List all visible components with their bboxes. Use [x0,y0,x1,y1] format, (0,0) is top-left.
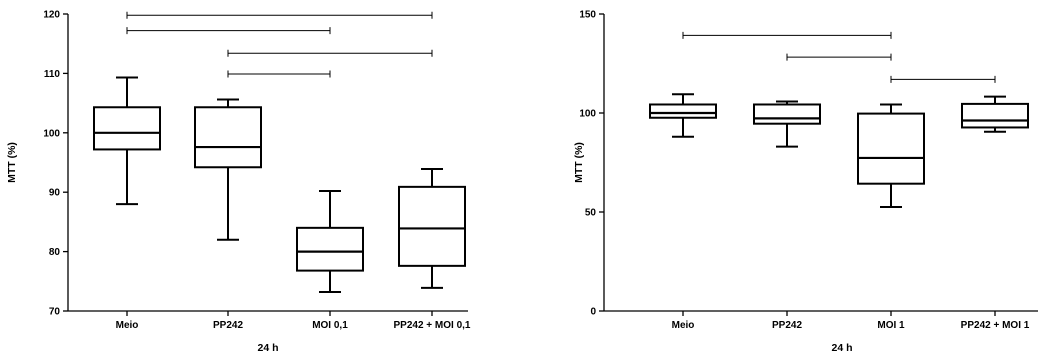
box-3 [296,190,364,293]
box-1 [93,76,161,206]
y-tick-label: 110 [44,69,61,80]
y-tick-label: 120 [43,10,60,21]
box-2 [194,98,262,241]
box-iqr [398,185,466,267]
y-tick-label: 50 [585,208,597,219]
box-iqr [961,102,1029,129]
significance-bracket-2 [786,53,892,61]
x-tick-label: PP242 + MOI 1 [961,320,1030,331]
box-3 [857,103,925,209]
x-axis-title: 24 h [831,342,852,354]
significance-bracket-3 [890,75,996,83]
significance-bracket-2 [126,27,331,35]
x-tick-label: PP242 + MOI 0,1 [394,320,471,331]
x-tick-label: Meio [672,320,695,331]
box-iqr [93,106,161,151]
box-4 [961,95,1029,133]
chart-panel-2: 0 50 100 150 Meio PP242 MOI 1 PP242 + MOI 1 24 h… [573,10,1038,354]
significance-bracket-4 [227,70,331,78]
y-tick-label: 70 [49,307,61,318]
y-tick-label: 100 [43,128,60,139]
box-iqr [857,112,925,185]
box-iqr [296,226,364,272]
box-2 [753,100,821,148]
y-tick-label: 80 [49,247,61,258]
x-tick-label: PP242 [772,320,802,331]
box-1 [649,93,717,138]
box-iqr [753,103,821,125]
significance-bracket-1 [682,31,892,39]
x-tick-label: PP242 [213,320,243,331]
significance-bracket-1 [126,11,433,19]
chart-panel-1: 70 80 90 100 110 120 Meio PP242 MOI 0,1 PP242 + M… [6,10,471,355]
y-axis-title: MTT (%) [6,142,18,183]
significance-bracket-3 [227,49,433,57]
y-tick-label: 150 [579,10,596,21]
y-tick-label: 0 [590,307,596,318]
y-tick-label: 90 [49,188,61,199]
y-axis-title: MTT (%) [573,142,585,183]
x-axis-title: 24 h [257,342,278,354]
box-4 [398,168,466,289]
x-tick-label: Meio [116,320,139,331]
box-iqr [649,103,717,119]
y-tick-label: 100 [579,109,596,120]
x-tick-label: MOI 0,1 [312,320,348,331]
x-tick-label: MOI 1 [877,320,905,331]
box-iqr [194,106,262,169]
